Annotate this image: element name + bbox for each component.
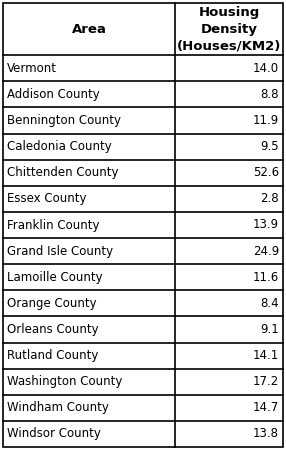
Text: Orange County: Orange County bbox=[7, 297, 97, 310]
Text: Orleans County: Orleans County bbox=[7, 323, 99, 336]
Text: Addison County: Addison County bbox=[7, 88, 100, 101]
Text: Caledonia County: Caledonia County bbox=[7, 140, 112, 153]
Text: 11.6: 11.6 bbox=[253, 271, 279, 284]
Text: Rutland County: Rutland County bbox=[7, 349, 98, 362]
Text: Housing
Density
(Houses/KM2): Housing Density (Houses/KM2) bbox=[177, 6, 281, 52]
Text: Vermont: Vermont bbox=[7, 62, 57, 75]
Text: Lamoille County: Lamoille County bbox=[7, 271, 103, 284]
Text: 13.8: 13.8 bbox=[253, 428, 279, 441]
Text: 8.4: 8.4 bbox=[260, 297, 279, 310]
Text: 52.6: 52.6 bbox=[253, 166, 279, 179]
Text: 9.5: 9.5 bbox=[260, 140, 279, 153]
Text: 9.1: 9.1 bbox=[260, 323, 279, 336]
Text: Windsor County: Windsor County bbox=[7, 428, 101, 441]
Text: Area: Area bbox=[72, 22, 107, 36]
Text: 24.9: 24.9 bbox=[253, 245, 279, 257]
Text: 13.9: 13.9 bbox=[253, 219, 279, 231]
Text: Chittenden County: Chittenden County bbox=[7, 166, 118, 179]
Text: 14.0: 14.0 bbox=[253, 62, 279, 75]
Text: Grand Isle County: Grand Isle County bbox=[7, 245, 113, 257]
Text: 17.2: 17.2 bbox=[253, 375, 279, 388]
Text: 2.8: 2.8 bbox=[260, 193, 279, 205]
Text: 8.8: 8.8 bbox=[261, 88, 279, 101]
Text: 14.1: 14.1 bbox=[253, 349, 279, 362]
Text: 14.7: 14.7 bbox=[253, 401, 279, 414]
Text: Windham County: Windham County bbox=[7, 401, 109, 414]
Text: 11.9: 11.9 bbox=[253, 114, 279, 127]
Text: Franklin County: Franklin County bbox=[7, 219, 100, 231]
Text: Essex County: Essex County bbox=[7, 193, 86, 205]
Text: Washington County: Washington County bbox=[7, 375, 122, 388]
Text: Bennington County: Bennington County bbox=[7, 114, 121, 127]
